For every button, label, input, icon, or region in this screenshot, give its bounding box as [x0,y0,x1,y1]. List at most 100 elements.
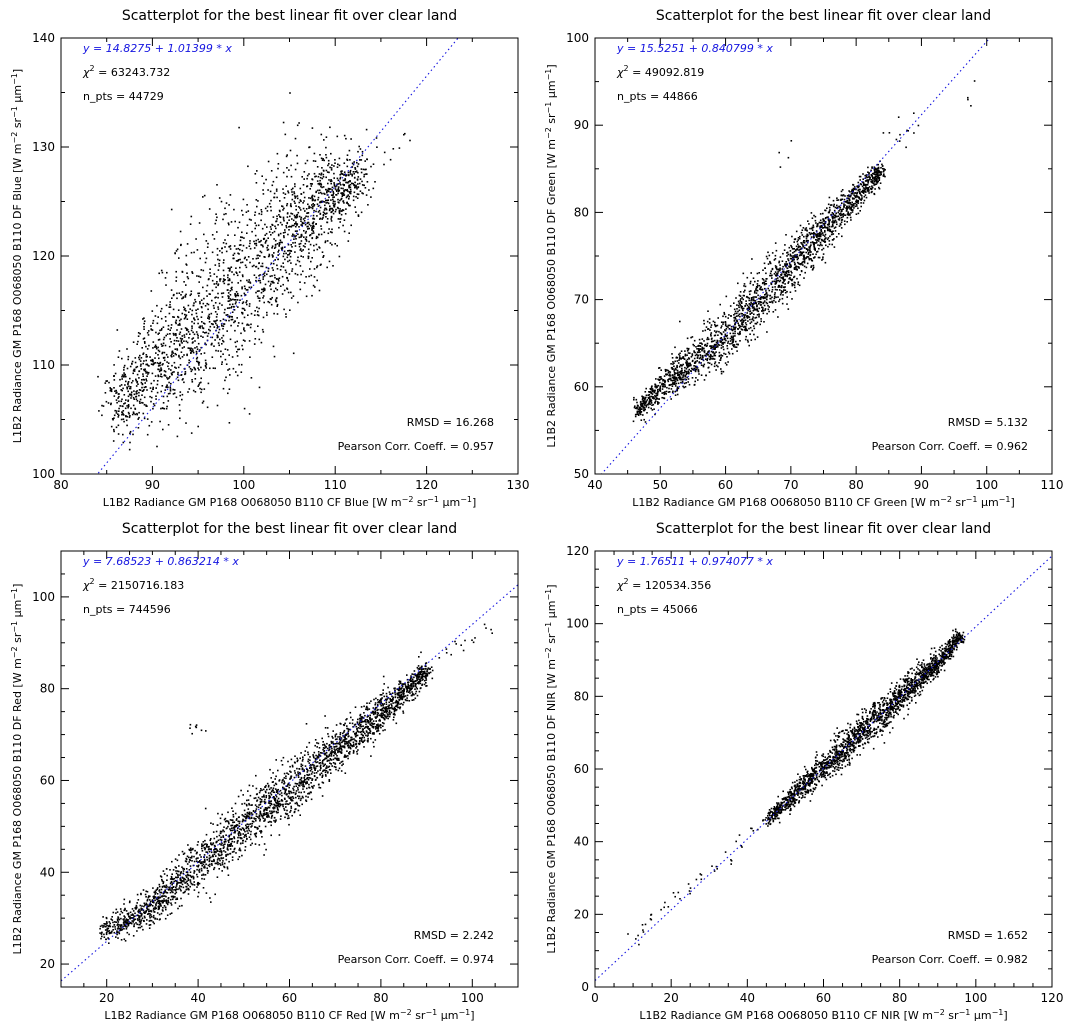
data-point [211,356,214,358]
data-point [681,365,683,367]
data-point [824,225,826,228]
data-point [137,335,140,337]
data-point [204,332,206,334]
data-point [327,164,329,167]
data-point [787,281,790,283]
data-point [757,301,760,303]
data-point [161,909,164,911]
data-point [647,402,650,405]
data-point-outlier [409,139,411,142]
data-point [660,369,662,371]
data-point [223,282,226,285]
data-point [135,366,137,369]
x-tick-label: 50 [653,478,668,492]
data-point [753,292,756,294]
data-point [299,209,302,211]
data-point [778,280,781,283]
data-point [317,175,320,178]
data-point [879,171,882,174]
x-axis-label: L1B2 Radiance GM P168 O068050 B110 CF Bl… [103,495,477,509]
data-point [163,359,166,362]
data-point [338,226,340,229]
data-point [208,313,211,316]
data-point [764,267,766,269]
data-point [297,211,300,214]
data-point [756,321,759,324]
data-point [279,239,282,242]
data-point [271,184,274,187]
data-point [801,251,804,254]
data-point [175,353,177,356]
data-point [822,256,824,258]
data-point [216,254,219,256]
data-point [180,374,182,376]
data-point [170,289,173,291]
data-point [722,346,724,348]
data-point [255,224,258,227]
data-point [279,210,281,213]
data-point [161,375,163,378]
data-point [307,221,310,224]
data-point [264,813,266,816]
data-point [259,250,262,253]
data-point [170,369,172,371]
data-point [778,300,780,303]
data-point [791,259,794,261]
data-point-outlier [888,132,891,134]
y-tick-label: 50 [574,467,589,481]
data-point [206,302,208,305]
data-point [864,191,866,193]
data-point [718,362,720,364]
data-point [733,316,735,319]
data-point [873,193,876,196]
data-point [196,348,199,350]
data-point [183,317,186,320]
data-point [653,397,655,400]
data-point [808,246,810,248]
data-point [790,258,793,260]
data-point [862,189,864,192]
data-point [231,281,233,284]
data-point [341,210,343,212]
data-point [820,238,823,241]
data-point [293,770,296,772]
data-point [176,348,178,350]
data-point [136,390,138,392]
data-point [347,240,350,242]
data-point [821,239,823,242]
data-point [270,803,273,806]
data-point [198,382,201,384]
data-point [254,310,256,312]
data-point [106,922,108,925]
data-point [267,812,269,814]
data-point [130,391,133,393]
data-point [145,404,147,407]
data-point [263,287,265,290]
data-point [282,232,285,234]
data-point [873,184,875,186]
data-point [640,402,643,405]
data-point [839,206,842,209]
data-point [281,764,284,766]
data-point [737,314,740,317]
ylabel-mid: sr [11,117,24,131]
data-point [216,247,219,250]
data-point [820,229,822,232]
data-point [202,286,204,289]
data-point [276,243,279,245]
data-point [688,383,691,386]
data-point [313,276,316,278]
data-point [199,387,201,390]
data-point [269,275,272,278]
data-point [728,328,731,330]
data-point [656,401,659,403]
data-point [143,369,146,372]
data-point [308,146,311,148]
data-point [817,240,820,242]
data-point [324,774,327,776]
data-point [763,262,766,265]
data-point [671,366,673,369]
data-point [366,173,368,175]
data-point [749,310,751,313]
data-point [318,233,320,236]
